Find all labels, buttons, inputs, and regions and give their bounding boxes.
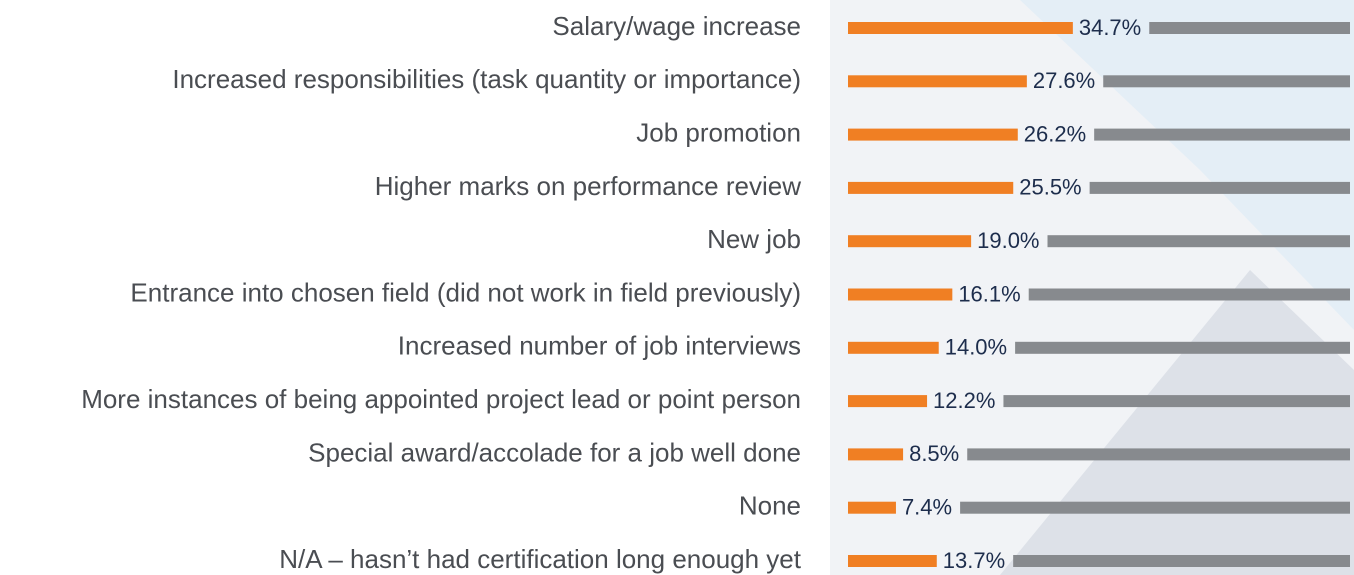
- category-label: N/A – hasn’t had certification long enou…: [279, 544, 802, 574]
- remainder-track: [1028, 288, 1350, 301]
- bar: [848, 181, 1014, 194]
- category-label: Job promotion: [636, 117, 801, 147]
- remainder-track: [1003, 395, 1350, 408]
- bar: [848, 128, 1018, 141]
- remainder-track: [1015, 341, 1350, 354]
- category-label: Entrance into chosen field (did not work…: [130, 277, 801, 307]
- category-label: Special award/accolade for a job well do…: [308, 437, 801, 467]
- bar: [848, 555, 937, 567]
- bar: [848, 395, 928, 408]
- remainder-track: [1013, 555, 1350, 567]
- value-label: 26.2%: [1024, 121, 1086, 146]
- remainder-track: [1094, 128, 1350, 141]
- value-label: 27.6%: [1033, 68, 1095, 93]
- remainder-track: [960, 501, 1350, 514]
- value-label: 12.2%: [933, 388, 995, 413]
- value-label: 19.0%: [977, 228, 1039, 253]
- remainder-track: [1103, 75, 1350, 88]
- category-label: New job: [707, 224, 801, 254]
- remainder-track: [1047, 235, 1350, 248]
- bar: [848, 501, 896, 514]
- category-label: More instances of being appointed projec…: [81, 384, 801, 414]
- bar: [848, 288, 953, 301]
- remainder-track: [1149, 22, 1350, 34]
- value-label: 34.7%: [1079, 15, 1141, 40]
- value-label: 7.4%: [902, 495, 952, 520]
- bar: [848, 235, 972, 248]
- bar: [848, 75, 1027, 88]
- category-label: Higher marks on performance review: [375, 171, 801, 201]
- bar: [848, 341, 939, 354]
- category-label: Salary/wage increase: [552, 11, 801, 41]
- value-label: 13.7%: [943, 548, 1005, 573]
- remainder-track: [967, 448, 1350, 461]
- category-label: Increased number of job interviews: [398, 331, 801, 361]
- value-label: 25.5%: [1019, 175, 1081, 200]
- bar: [848, 22, 1073, 34]
- value-label: 14.0%: [945, 335, 1007, 360]
- remainder-track: [1089, 181, 1350, 194]
- value-label: 16.1%: [958, 281, 1020, 306]
- category-label: Increased responsibilities (task quantit…: [172, 64, 801, 94]
- category-label: None: [739, 491, 801, 521]
- bar: [848, 448, 904, 461]
- value-label: 8.5%: [909, 441, 959, 466]
